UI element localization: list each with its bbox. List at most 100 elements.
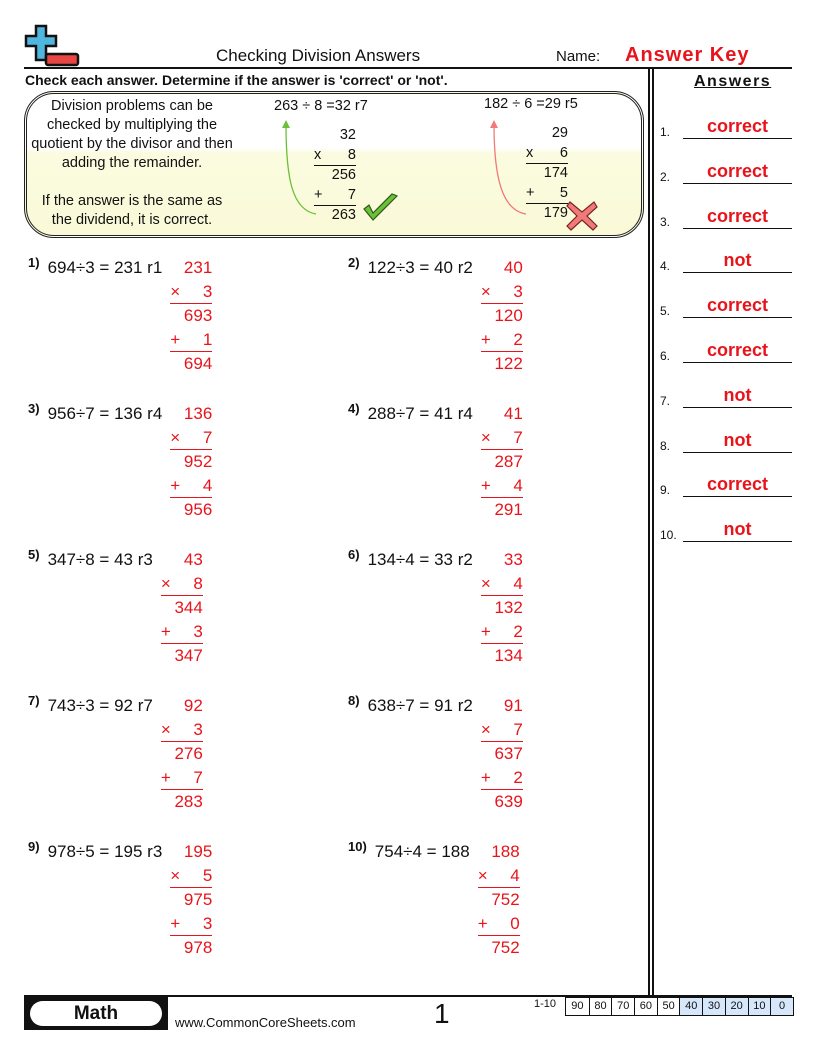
answer-number: 4.	[660, 259, 671, 274]
problem-number: 8)	[348, 693, 360, 708]
add-line: +0	[477, 912, 520, 936]
problem-3: 3) 956÷7 = 136 r4 136 × 7 952 +4 956	[28, 401, 213, 522]
problem-equation: 754÷4 = 188	[374, 842, 470, 861]
problem-7: 7) 743÷3 = 92 r7 92 × 3 276 +7 283	[28, 693, 203, 814]
answer-value: correct	[706, 295, 769, 316]
add-line: +2	[480, 766, 523, 790]
answer-item-7[interactable]: 7. not	[660, 385, 792, 408]
problem-number: 5)	[28, 547, 40, 562]
answer-item-8[interactable]: 8. not	[660, 429, 792, 453]
total: 639	[494, 792, 523, 811]
quotient: 41	[503, 404, 523, 423]
problem-6: 6) 134÷4 = 33 r2 33 × 4 132 +2 134	[348, 547, 523, 668]
example-2-add: +5	[526, 184, 568, 204]
total: 291	[494, 500, 523, 519]
worksheet-title: Checking Division Answers	[216, 46, 421, 65]
answer-number: 3.	[660, 214, 671, 229]
multiply-line: × 8	[160, 572, 203, 596]
logo-plus-minus-icon	[24, 24, 80, 67]
x-icon	[566, 201, 598, 231]
check-work: 188 × 4 752 +0 752	[477, 840, 520, 960]
answer-value: not	[723, 429, 752, 450]
product: 752	[491, 890, 520, 909]
product: 120	[494, 306, 523, 325]
example-1-result: 263	[331, 207, 356, 223]
problem-equation: 978÷5 = 195 r3	[47, 842, 163, 861]
answer-number: 9.	[660, 483, 671, 498]
problem-equation: 694÷3 = 231 r1	[47, 258, 163, 277]
problem-equation: 134÷4 = 33 r2	[367, 550, 473, 569]
problem-5: 5) 347÷8 = 43 r3 43 × 8 344 +3 347	[28, 547, 203, 668]
product: 344	[174, 598, 203, 617]
green-arrow-icon	[282, 120, 317, 215]
answer-number: 5.	[660, 304, 671, 319]
product: 637	[494, 744, 523, 763]
total: 122	[494, 354, 523, 373]
example-1-equation: 263 ÷ 8 =32 r7	[274, 98, 368, 114]
multiply-line: × 3	[170, 280, 213, 304]
problem-number: 6)	[348, 547, 360, 562]
add-line: +4	[170, 474, 213, 498]
quotient: 188	[491, 842, 520, 861]
problem-equation: 638÷7 = 91 r2	[367, 696, 473, 715]
answer-blank	[683, 451, 792, 453]
answer-number: 1.	[660, 125, 671, 139]
name-value: Answer Key	[625, 44, 750, 66]
page-number: 1	[434, 998, 450, 1029]
total: 283	[174, 792, 203, 811]
answer-item-1[interactable]: 1. correct	[660, 116, 792, 139]
answer-item-9[interactable]: 9. correct	[660, 474, 792, 498]
answer-blank	[683, 362, 792, 363]
quotient: 231	[183, 258, 213, 277]
problem-8: 8) 638÷7 = 91 r2 91 × 7 637 +2 639	[348, 693, 523, 814]
answer-item-10[interactable]: 10. not	[660, 519, 792, 543]
product: 975	[183, 890, 213, 909]
score-table: 90 80 70 60 50 40 30 20 10 0	[565, 997, 794, 1016]
answers-heading: Answers	[694, 73, 772, 90]
quotient: 195	[183, 842, 213, 861]
subject-label: Math	[30, 1001, 162, 1026]
total: 134	[494, 646, 523, 665]
answer-item-3[interactable]: 3. correct	[660, 205, 792, 229]
score-cell: 90	[571, 1000, 584, 1012]
answer-value: correct	[706, 340, 769, 360]
answer-value: correct	[706, 474, 769, 495]
check-work: 92 × 3 276 +7 283	[160, 694, 203, 814]
answer-value: correct	[706, 205, 769, 226]
example-2-result: 179	[543, 205, 568, 221]
total: 752	[491, 938, 520, 957]
score-cell: 0	[770, 998, 793, 1015]
example-text-1: Division problems can be checked by mult…	[31, 98, 233, 171]
multiply-line: × 3	[160, 718, 203, 742]
score-cell: 70	[611, 998, 634, 1015]
add-line: +1	[170, 328, 213, 352]
total: 956	[183, 500, 213, 519]
score-cell: 50	[656, 998, 680, 1015]
problem-number: 2)	[348, 255, 360, 270]
answer-item-5[interactable]: 5. correct	[660, 295, 792, 319]
footer-divider	[24, 995, 792, 997]
check-work: 195 × 5 975 +3 978	[170, 840, 213, 960]
example-1-product: 256	[331, 167, 356, 183]
name-label: Name:	[556, 48, 601, 65]
check-work: 41 × 7 287 +4 291	[480, 402, 523, 522]
problem-9: 9) 978÷5 = 195 r3 195 × 5 975 +3 978	[28, 839, 213, 960]
answer-item-6[interactable]: 6. correct	[660, 340, 792, 363]
example-2-equation: 182 ÷ 6 =29 r5	[484, 96, 578, 112]
quotient: 33	[503, 550, 523, 569]
site-url: www.CommonCoreSheets.com	[175, 1015, 356, 1030]
answer-item-2[interactable]: 2. correct	[660, 161, 792, 184]
quotient: 40	[503, 258, 523, 277]
add-line: +7	[160, 766, 203, 790]
problem-2: 2) 122÷3 = 40 r2 40 × 3 120 +2 122	[348, 255, 523, 376]
problem-10: 10) 754÷4 = 188 188 × 4 752 +0 752	[348, 839, 520, 960]
add-line: +3	[160, 620, 203, 644]
product: 132	[494, 598, 523, 617]
answer-number: 10.	[660, 528, 677, 543]
example-box	[24, 91, 644, 238]
answer-number: 7.	[660, 393, 671, 408]
answer-item-4[interactable]: 4. not	[660, 250, 792, 274]
total: 347	[174, 646, 203, 665]
